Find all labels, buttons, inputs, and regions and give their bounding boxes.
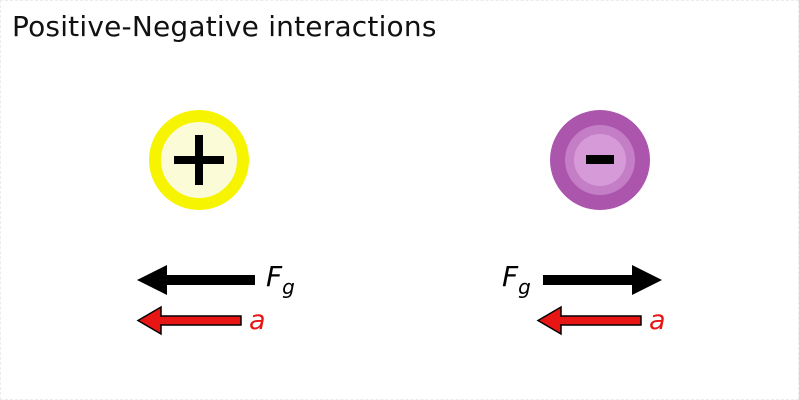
force-label-right: Fg: [502, 260, 531, 299]
accel-arrow-right: [536, 305, 642, 336]
plus-vertical: [195, 135, 203, 185]
accel-arrow-left: [136, 305, 242, 336]
force-label-left: Fg: [266, 260, 295, 299]
accel-label-left: a: [249, 305, 266, 336]
page-title: Positive-Negative interactions: [12, 10, 437, 43]
negative-charge-symbol: −: [0, 0, 13, 4]
force-arrow-right: [543, 265, 662, 295]
minus-bar: [586, 155, 614, 164]
positive-charge-symbol: +: [0, 0, 13, 4]
force-arrow-left: [137, 265, 255, 295]
accel-label-right: a: [649, 305, 666, 336]
negative-charge: −: [0, 0, 650, 210]
positive-charge: +: [0, 0, 249, 210]
